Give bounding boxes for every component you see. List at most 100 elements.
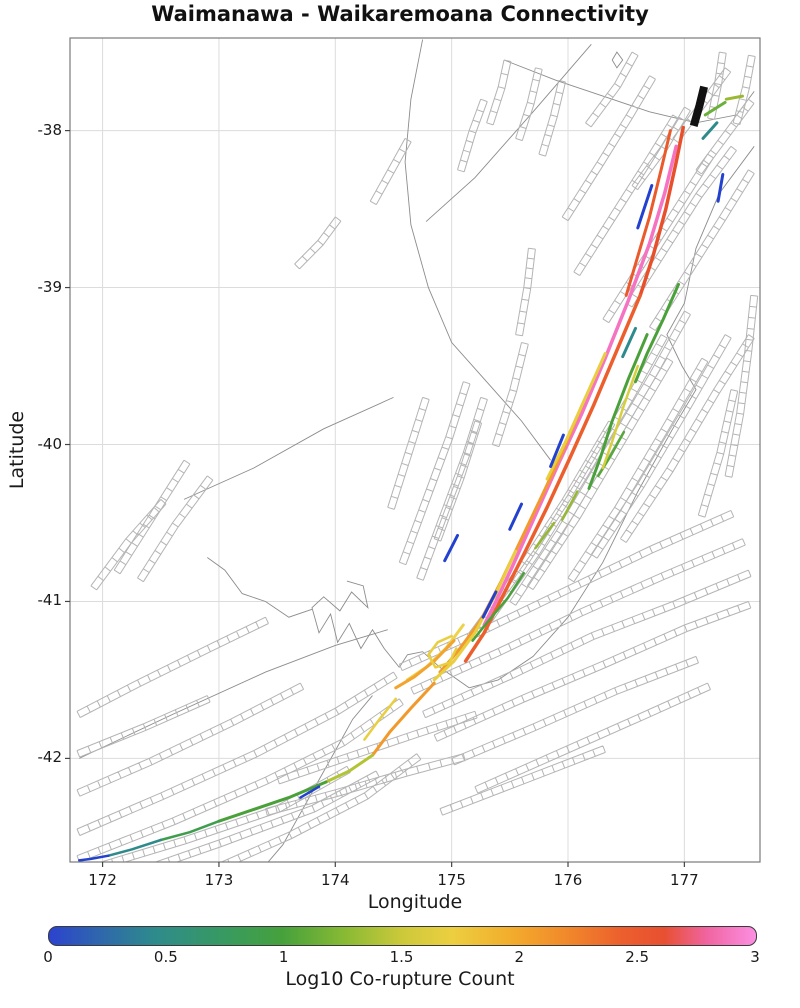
fault-ladder	[590, 334, 732, 559]
fault-ladder	[707, 51, 727, 120]
plot-frame	[69, 37, 761, 863]
co-rupture-line	[634, 282, 680, 384]
coastline-trace	[79, 629, 388, 759]
fault-ladder	[113, 459, 191, 575]
fault-ladder	[561, 75, 656, 222]
co-rupture-line	[587, 333, 649, 490]
fault-ladder	[137, 475, 214, 583]
source-fault-highlight	[689, 85, 708, 127]
colorbar-tick-label: 1.5	[389, 948, 414, 966]
co-rupture-line	[636, 184, 654, 230]
fault-ladder	[567, 357, 709, 583]
x-tick-label: 177	[670, 871, 699, 889]
co-rupture-line	[724, 94, 744, 101]
y-tick-label: -38	[37, 120, 63, 139]
fault-ladder	[724, 294, 759, 478]
fault-ladder	[76, 616, 269, 718]
fault-ladder	[515, 247, 536, 337]
fault-ladder	[439, 745, 606, 816]
co-rupture-line	[638, 125, 685, 298]
coastline-trace	[425, 44, 592, 222]
coastline-trace	[267, 695, 373, 862]
fault-ladder	[398, 381, 471, 566]
co-rupture-line	[443, 534, 459, 563]
fault-ladder	[451, 655, 699, 766]
x-axis-label: Longitude	[367, 891, 463, 913]
co-rupture-line	[471, 571, 526, 642]
co-rupture-line	[481, 590, 498, 619]
co-rupture-line	[299, 785, 321, 799]
fault-ladder	[220, 753, 422, 862]
co-rupture-line	[703, 100, 727, 117]
colorbar-tick-label: 3	[750, 948, 760, 966]
fault-ladder	[410, 538, 746, 695]
co-rupture-line	[107, 838, 163, 857]
colorbar-tick-label: 1	[278, 948, 289, 966]
fault-ladder	[649, 169, 755, 331]
fault-ladder	[515, 67, 543, 142]
fault-ladder	[422, 569, 752, 719]
fault-ladder	[474, 682, 711, 794]
fault-ladder	[76, 695, 211, 758]
colorbar-tick-labels: 0 0.5 1 1.5 2 2.5 3	[43, 948, 760, 966]
background-faults	[76, 39, 759, 862]
gridlines	[70, 38, 760, 862]
fault-ladder	[585, 51, 639, 128]
fault-ladder	[76, 698, 404, 862]
fault-ladder	[369, 137, 412, 206]
co-rupture-line	[624, 129, 672, 297]
co-rupture-line	[159, 819, 221, 842]
fault-ladder	[76, 671, 398, 836]
colorbar-tick-label: 2.5	[625, 948, 650, 966]
co-rupture-line	[560, 490, 579, 522]
fault-ladder	[457, 98, 488, 173]
y-axis-label: Latitude	[6, 410, 28, 490]
co-rupture-line	[549, 433, 565, 468]
fault-ladder	[695, 98, 755, 175]
colorbar-label: Log10 Co-rupture Count	[285, 968, 515, 990]
co-rupture-line	[427, 634, 458, 669]
co-rupture-line	[534, 521, 556, 550]
coastline-trace	[468, 146, 755, 689]
coastline-trace	[311, 580, 400, 668]
co-rupture-line	[394, 639, 456, 690]
fault-ladder	[625, 145, 737, 308]
tick-marks	[65, 130, 685, 867]
fault-ladder	[416, 396, 488, 581]
y-tick-label: -41	[37, 591, 63, 610]
fault-ladder	[398, 509, 735, 672]
co-rupture-line	[363, 697, 398, 741]
x-tick-label: 173	[204, 871, 234, 889]
co-rupture-line	[78, 854, 110, 862]
fault-ladder	[265, 753, 466, 816]
y-tick-label: -40	[37, 434, 63, 453]
colorbar-tick-label: 2	[514, 948, 525, 966]
co-rupture-line	[217, 780, 328, 823]
fault-ladder	[619, 334, 755, 543]
colorbar-gradient	[48, 926, 757, 946]
co-rupture-paths	[78, 85, 744, 862]
colorbar-tick-label: 0	[43, 948, 53, 966]
fault-ladder	[387, 396, 430, 510]
fault-ladder	[433, 601, 752, 742]
colorbar-tick-label: 0.5	[153, 948, 178, 966]
co-rupture-line	[432, 549, 518, 682]
coastline-trace	[207, 557, 313, 618]
co-rupture-line	[324, 753, 374, 784]
x-tick-label: 172	[88, 871, 117, 889]
fault-ladder	[294, 216, 342, 270]
y-tick-label: -39	[37, 277, 63, 296]
fault-ladder	[732, 54, 756, 125]
fault-ladder	[76, 682, 305, 797]
co-rupture-line	[621, 326, 637, 359]
co-rupture-line	[701, 121, 719, 140]
fault-ladder	[486, 59, 512, 126]
fault-ladder	[90, 499, 167, 591]
fault-ladder	[491, 342, 529, 448]
coastline-trace	[404, 39, 551, 461]
x-tick-label: 174	[320, 871, 350, 889]
fault-ladder	[697, 389, 739, 518]
co-rupture-line	[508, 502, 523, 531]
